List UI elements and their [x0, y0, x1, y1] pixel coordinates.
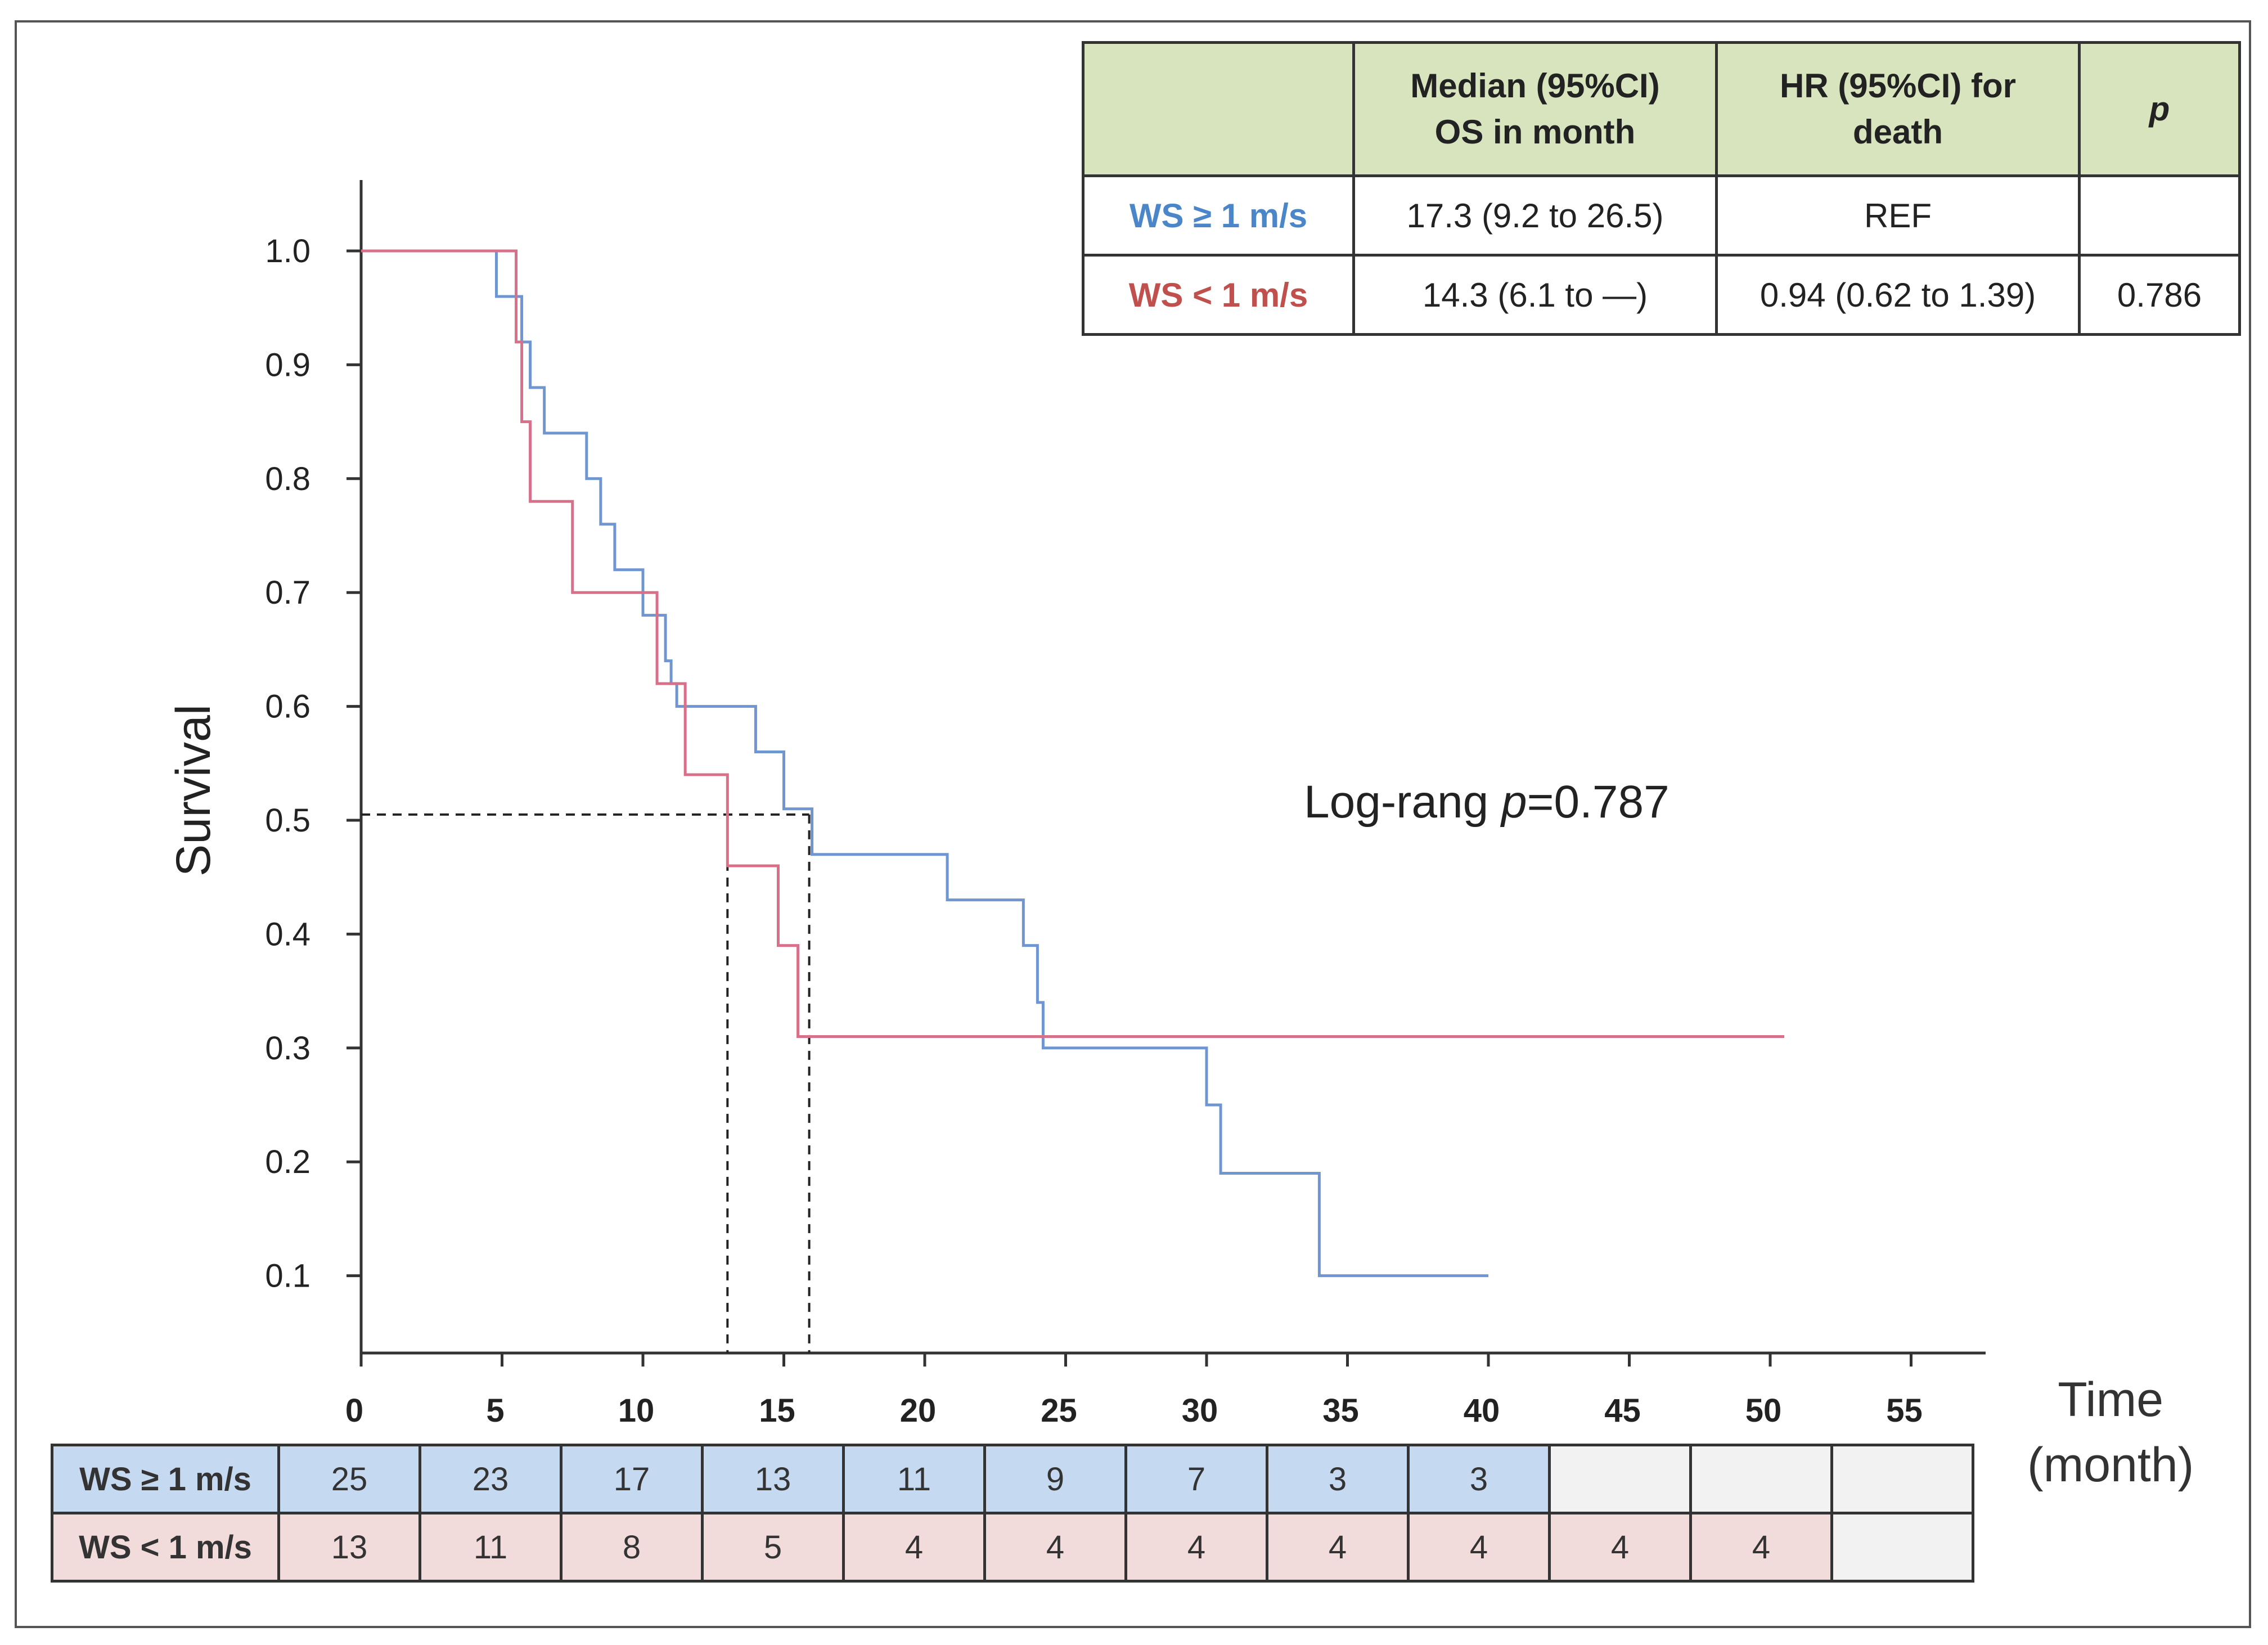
y-tick-label: 0.4	[265, 916, 310, 952]
summary-row-ws-low: WS < 1 m/s 14.3 (6.1 to —) 0.94 (0.62 to…	[1082, 254, 2241, 336]
risk-cell: 11	[842, 1444, 986, 1514]
y-tick-label: 0.1	[265, 1258, 310, 1295]
summary-p	[2078, 174, 2241, 257]
x-tick-label: 45	[1604, 1392, 1641, 1429]
x-tick-label: 55	[1886, 1392, 1923, 1429]
risk-cell	[1689, 1444, 1833, 1514]
risk-row-ws-low: WS < 1 m/s 13 11 8 5 4 4 4 4 4 4 4	[51, 1512, 1974, 1583]
y-tick-label: 0.5	[265, 802, 310, 839]
risk-cell: 11	[418, 1512, 562, 1583]
summary-row-label: WS ≥ 1 m/s	[1082, 174, 1355, 257]
risk-cell: 9	[983, 1444, 1127, 1514]
x-tick-label: 30	[1182, 1392, 1218, 1429]
summary-row-ws-high: WS ≥ 1 m/s 17.3 (9.2 to 26.5) REF	[1082, 174, 2241, 257]
risk-cell: 17	[560, 1444, 704, 1514]
summary-median: 17.3 (9.2 to 26.5)	[1352, 174, 1718, 257]
y-tick-label: 0.8	[265, 461, 310, 497]
summary-hr: REF	[1715, 174, 2081, 257]
risk-cell: 4	[983, 1512, 1127, 1583]
summary-median: 14.3 (6.1 to —)	[1352, 254, 1718, 336]
risk-cell: 5	[701, 1512, 845, 1583]
x-ticks: 0 5 10 15 20 25 30 35 40 45 50 55	[345, 1353, 1923, 1429]
summary-header-empty	[1082, 41, 1355, 177]
x-axis-title: Time (month)	[2027, 1373, 2194, 1492]
summary-hr: 0.94 (0.62 to 1.39)	[1715, 254, 2081, 336]
x-tick-label: 20	[900, 1392, 937, 1429]
x-tick-label: 10	[618, 1392, 655, 1429]
y-tick-label: 1.0	[265, 233, 310, 269]
y-ticks: 0.1 0.2 0.3 0.4 0.5 0.6 0.7 0.8 0.9 1.0	[265, 233, 361, 1295]
risk-cell: 4	[1266, 1512, 1410, 1583]
risk-cell	[1830, 1512, 1974, 1583]
x-tick-label: 0	[345, 1392, 363, 1429]
x-tick-label: 15	[759, 1392, 795, 1429]
y-tick-label: 0.9	[265, 347, 310, 383]
series-lines	[361, 249, 1785, 1278]
x-tick-label: 35	[1322, 1392, 1359, 1429]
risk-cell	[1830, 1444, 1974, 1514]
y-tick-label: 0.6	[265, 689, 310, 725]
risk-row-label: WS < 1 m/s	[51, 1512, 280, 1583]
risk-cell: 8	[560, 1512, 704, 1583]
x-tick-label: 5	[486, 1392, 504, 1429]
summary-row-label: WS < 1 m/s	[1082, 254, 1355, 336]
risk-cell: 4	[1548, 1512, 1692, 1583]
x-tick-label: 40	[1464, 1392, 1500, 1429]
risk-cell: 4	[842, 1512, 986, 1583]
y-tick-label: 0.2	[265, 1144, 310, 1180]
risk-cell: 23	[418, 1444, 562, 1514]
summary-header-hr: HR (95%CI) for death	[1715, 41, 2081, 177]
risk-cell: 25	[277, 1444, 421, 1514]
risk-row-ws-high: WS ≥ 1 m/s 25 23 17 13 11 9 7 3 3	[51, 1444, 1974, 1514]
summary-p: 0.786	[2078, 254, 2241, 336]
risk-cell: 4	[1124, 1512, 1268, 1583]
risk-cell: 13	[277, 1512, 421, 1583]
summary-header-row: Median (95%CI) OS in month HR (95%CI) fo…	[1082, 41, 2241, 177]
risk-row-label: WS ≥ 1 m/s	[51, 1444, 280, 1514]
risk-cell: 3	[1407, 1444, 1551, 1514]
y-axis-title: Survival	[166, 704, 220, 877]
log-rank-value: =0.787	[1527, 776, 1670, 828]
log-rank-p: p	[1500, 776, 1527, 828]
log-rank-prefix: Log-rang	[1304, 776, 1501, 828]
x-tick-label: 25	[1041, 1392, 1077, 1429]
risk-cell: 4	[1407, 1512, 1551, 1583]
risk-cell: 3	[1266, 1444, 1410, 1514]
risk-cell	[1548, 1444, 1692, 1514]
series-line-ws-high	[361, 249, 1488, 1278]
risk-cell: 13	[701, 1444, 845, 1514]
summary-header-p: p	[2078, 41, 2241, 177]
summary-table: Median (95%CI) OS in month HR (95%CI) fo…	[1082, 41, 2241, 336]
y-tick-label: 0.3	[265, 1030, 310, 1067]
summary-header-median: Median (95%CI) OS in month	[1352, 41, 1718, 177]
y-tick-label: 0.7	[265, 574, 310, 611]
axes	[359, 180, 1986, 1355]
risk-cell: 7	[1124, 1444, 1268, 1514]
number-at-risk-table: WS ≥ 1 m/s 25 23 17 13 11 9 7 3 3 WS < 1 m/s 13 11 8 5…	[51, 1444, 1974, 1583]
x-tick-label: 50	[1745, 1392, 1782, 1429]
log-rank-annotation: Log-rang p=0.787	[1304, 776, 1670, 828]
risk-cell: 4	[1689, 1512, 1833, 1583]
median-guides	[361, 813, 811, 1353]
series-line-ws-low	[361, 249, 1785, 1039]
